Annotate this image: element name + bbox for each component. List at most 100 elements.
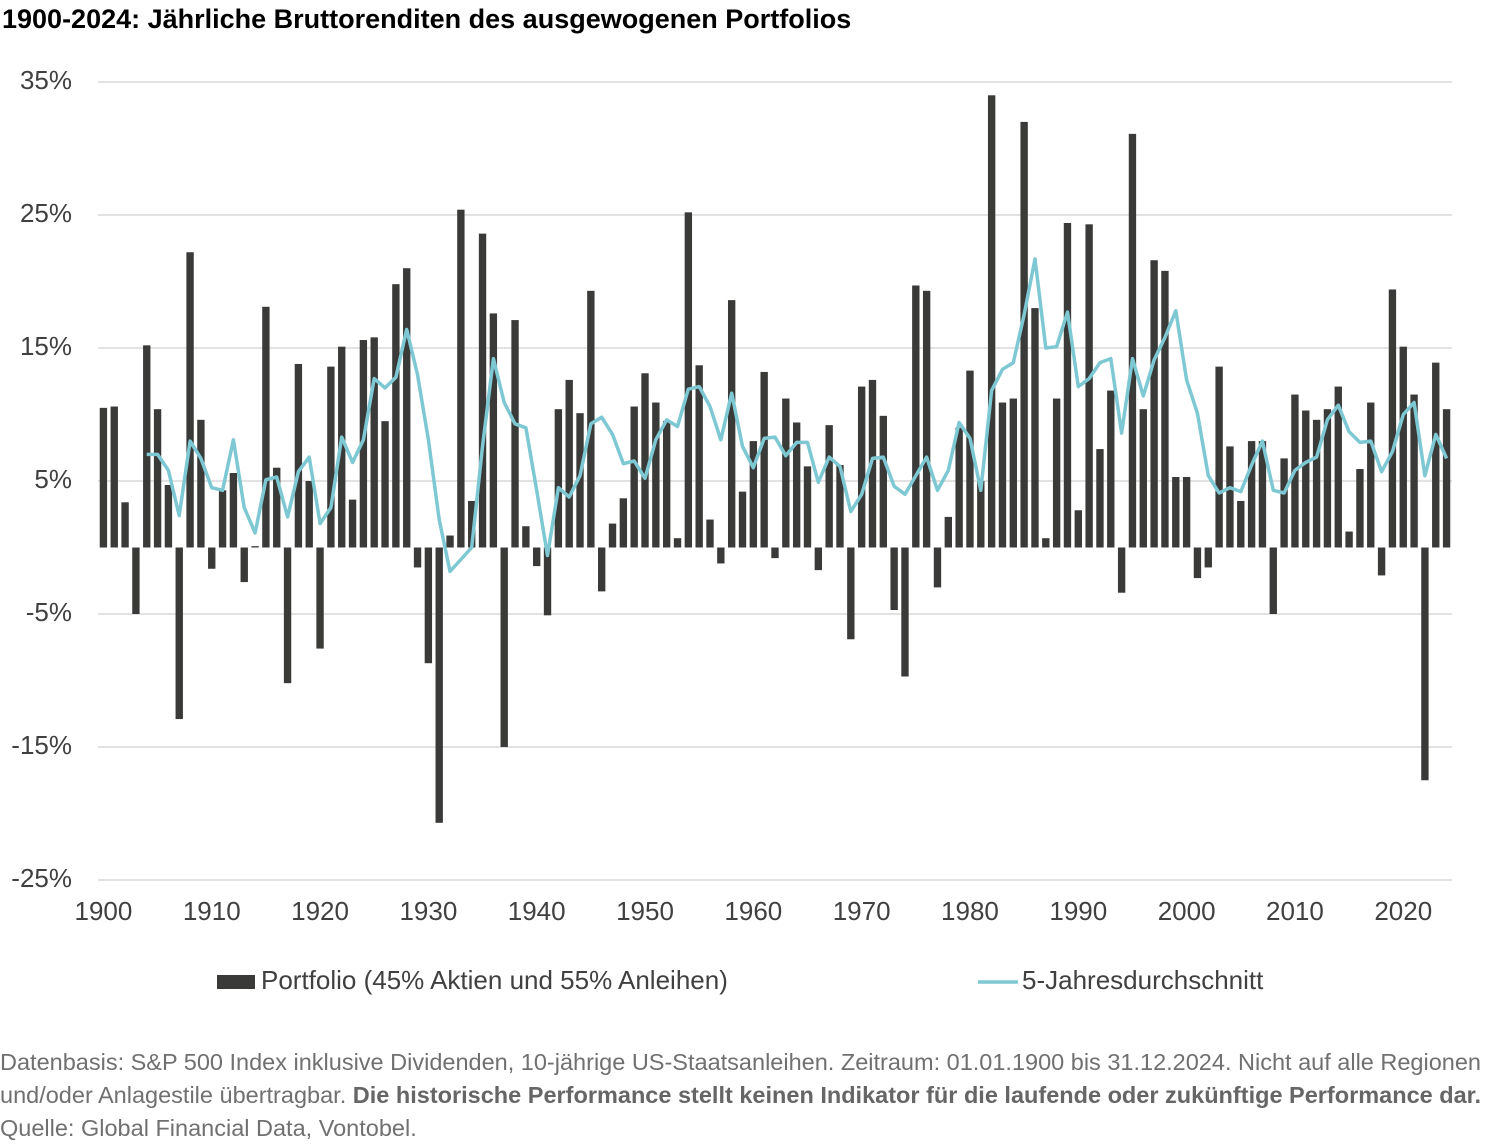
bar [630,406,638,548]
bar [987,95,996,548]
bar [944,516,952,548]
bar [121,502,129,548]
bar [489,313,498,548]
bar [1020,121,1028,548]
x-tick-label: 2000 [1158,896,1216,926]
bar [543,547,552,616]
bar [1172,477,1180,548]
bar [760,371,768,548]
legend-label: Portfolio (45% Aktien und 55% Anleihen) [261,965,728,995]
bar [1356,469,1364,548]
bar [500,547,508,747]
bar [1031,308,1039,548]
bar [1226,446,1234,548]
y-tick-label: 15% [20,331,72,361]
bar [912,285,920,548]
bar [662,421,671,548]
bar [554,409,563,548]
bar [197,419,205,548]
bar [619,498,628,548]
bar [1334,386,1342,548]
bar [608,523,617,548]
x-tick-label: 1990 [1049,896,1107,926]
y-tick-label: 5% [34,464,72,494]
bar [673,538,682,548]
bar [922,290,931,548]
x-tick-label: 1970 [833,896,891,926]
footnote: Datenbasis: S&P 500 Index inklusive Divi… [0,1046,1492,1145]
bar [792,422,801,548]
y-tick-label: 35% [20,65,72,95]
bar [901,547,909,677]
legend-label: 5-Jahresdurchschnitt [1022,965,1264,995]
bar [262,306,270,548]
footnote-text: Datenbasis: S&P 500 Index inklusive Divi… [0,1049,1481,1108]
bar [1399,346,1407,548]
bar [825,425,833,548]
bar [132,547,140,614]
bar [446,535,454,548]
bar [1323,409,1332,548]
bar [1237,500,1245,548]
bar [1182,477,1191,548]
bar [1161,270,1169,548]
bar [890,547,898,611]
x-tick-label: 1910 [183,896,241,926]
bar [565,379,573,548]
bar [879,415,888,548]
bar [403,268,411,548]
bar [1345,531,1353,548]
bar [316,547,324,649]
bar [814,547,823,571]
bar [749,441,758,548]
bar [1280,458,1288,548]
bar [857,386,866,548]
bar [771,547,779,559]
bar [218,490,227,548]
bar [143,345,151,548]
bar [933,547,942,588]
x-tick-label: 1900 [74,896,132,926]
bar [1063,222,1072,548]
bar [1128,133,1137,548]
bar [1096,449,1104,548]
bar [1247,441,1256,548]
bar [955,427,963,548]
bar [836,465,844,548]
x-tick-label: 2020 [1374,896,1432,926]
y-tick-label: -15% [11,730,72,760]
bar [1193,547,1202,579]
bar [392,284,400,548]
bar [1421,547,1429,781]
bar [598,547,606,592]
bar [1432,362,1440,548]
bar [435,547,443,823]
bar [1258,441,1267,548]
y-tick-label: 25% [20,198,72,228]
bar [695,365,703,548]
chart-title: 1900-2024: Jährliche Bruttorenditen des … [2,4,851,34]
bar [998,402,1007,548]
legend-swatch [217,975,255,989]
bar [99,407,108,548]
bar [1367,402,1375,548]
bar [1042,538,1050,548]
bar [273,467,281,548]
bar [966,370,974,548]
bar [1150,260,1158,548]
y-tick-label: -5% [26,597,72,627]
bar [1052,398,1061,548]
bar [240,547,248,583]
bar [1269,547,1277,614]
bar [706,519,714,548]
bar [305,481,313,548]
bar [1302,410,1310,548]
bar [229,473,238,548]
bar [294,363,303,548]
bar [164,484,173,548]
bar [847,547,855,640]
bar [251,546,259,548]
bar [186,252,194,548]
bar [1410,394,1418,548]
bar [1139,409,1147,548]
